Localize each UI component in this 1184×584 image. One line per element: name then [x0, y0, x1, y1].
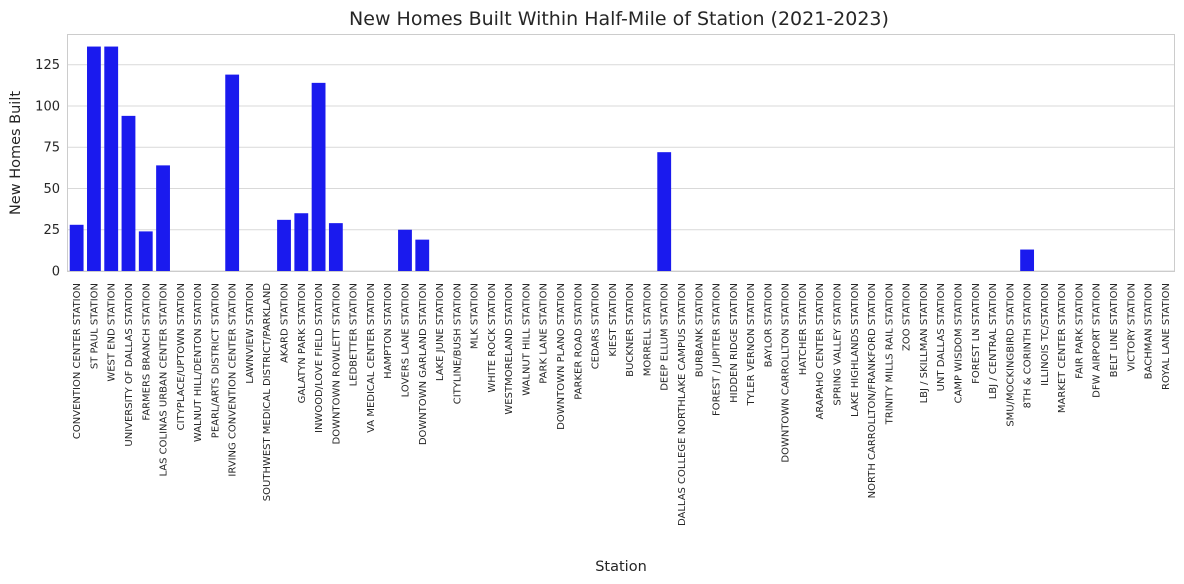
x-tick-label: WHITE ROCK STATION — [487, 283, 498, 393]
x-tick-label: VA MEDICAL CENTER STATION — [366, 283, 377, 433]
bar — [87, 46, 101, 272]
plot-frame — [67, 34, 1175, 272]
x-tick-label: UNT DALLAS STATION — [936, 283, 947, 391]
bar — [328, 223, 343, 271]
x-tick-label: LAWNVIEW STATION — [245, 283, 256, 384]
x-tick-label: PARKER ROAD STATION — [573, 283, 584, 400]
x-axis-label: Station — [595, 559, 647, 575]
x-tick-label: HIDDEN RIDGE STATION — [729, 283, 740, 403]
x-tick-label: ILLINOIS TC/STATION — [1040, 283, 1051, 386]
x-tick-label: MORRELL STATION — [642, 283, 653, 376]
bars — [69, 46, 1035, 272]
x-tick-label: LBJ / CENTRAL STATION — [988, 283, 999, 399]
x-tick-label: BAYLOR STATION — [763, 283, 774, 367]
bar — [121, 115, 136, 272]
x-tick-label: WALNUT HILL STATION — [521, 283, 532, 396]
x-tick-label: DFW AIRPORT STATION — [1092, 283, 1103, 398]
y-ticks: 0 25 50 75 100 125 — [35, 58, 60, 279]
x-tick-label: ARAPAHO CENTER STATION — [815, 283, 826, 420]
x-tick-label: TRINITY MILLS RAIL STATION — [884, 283, 895, 425]
x-tick-label: BUCKNER STATION — [625, 283, 636, 377]
x-tick-label: DEEP ELLUM STATION — [660, 283, 671, 391]
x-tick-label: SPRING VALLEY STATION — [833, 283, 844, 406]
x-tick-label: PEARL/ARTS DISTRICT STATION — [210, 283, 221, 438]
x-tick-label: LEDBETTER STATION — [349, 283, 360, 386]
x-tick-label: FOREST LN STATION — [971, 283, 982, 384]
x-tick-label: DOWNTOWN PLANO STATION — [556, 283, 567, 430]
bar — [294, 213, 309, 271]
x-tick-label: WEST END STATION — [107, 283, 118, 382]
x-tick-label: GALATYN PARK STATION — [297, 283, 308, 403]
x-tick-label: DOWNTOWN CARROLLTON STATION — [781, 283, 792, 463]
bar — [657, 152, 672, 271]
x-tick-label: HAMPTON STATION — [383, 283, 394, 379]
bar — [69, 224, 84, 271]
bar — [398, 229, 412, 271]
x-tick-label: DOWNTOWN ROWLETT STATION — [331, 283, 342, 444]
x-tick-label: BELT LINE STATION — [1109, 283, 1120, 377]
x-tick-label: DALLAS COLLEGE NORTHLAKE CAMPUS STATION — [677, 283, 688, 526]
y-tick-label: 50 — [43, 182, 60, 197]
x-tick-label: LAS COLINAS URBAN CENTER STATION — [159, 283, 170, 477]
x-tick-label: NORTH CARROLLTON/FRANKFORD STATION — [867, 283, 878, 498]
x-tick-label: IRVING CONVENTION CENTER STATION — [228, 283, 239, 477]
x-tick-label: MLK STATION — [470, 283, 481, 349]
x-tick-label: SMU/MOCKINGBIRD STATION — [1005, 283, 1016, 427]
x-tick-label: DOWNTOWN GARLAND STATION — [418, 283, 429, 445]
bar — [138, 231, 153, 271]
y-tick-label: 25 — [43, 223, 60, 238]
x-tick-label: 8TH & CORINTH STATION — [1023, 283, 1034, 408]
y-tick-label: 125 — [35, 58, 60, 73]
y-axis-label: New Homes Built — [8, 91, 24, 215]
bar — [415, 239, 430, 271]
x-tick-label: CAMP WISDOM STATION — [953, 283, 964, 403]
x-tick-label: WESTMORELAND STATION — [504, 283, 515, 415]
bar — [277, 219, 291, 271]
x-tick-label: CEDARS STATION — [591, 283, 602, 369]
x-tick-label: PARK LANE STATION — [539, 283, 550, 384]
x-tick-label: TYLER VERNON STATION — [746, 283, 757, 407]
x-tick-label: FAIR PARK STATION — [1074, 283, 1085, 379]
x-ticks: CONVENTION CENTER STATION ST PAUL STATION… — [72, 283, 1172, 526]
bar — [1020, 249, 1035, 271]
y-tick-label: 100 — [35, 99, 60, 114]
bar — [225, 74, 240, 271]
chart-title: New Homes Built Within Half-Mile of Stat… — [349, 8, 889, 30]
bar — [311, 82, 326, 271]
x-tick-label: KIEST STATION — [608, 283, 619, 357]
x-tick-label: LAKE JUNE STATION — [435, 283, 446, 381]
x-tick-label: VICTORY STATION — [1126, 283, 1137, 372]
bar — [156, 165, 170, 271]
x-tick-label: LBJ / SKILLMAN STATION — [919, 283, 930, 403]
x-tick-label: BURBANK STATION — [694, 283, 705, 377]
x-tick-label: LOVERS LANE STATION — [400, 283, 411, 397]
x-tick-label: CITYPLACE/UPTOWN STATION — [176, 283, 187, 430]
x-tick-label: FOREST / JUPITER STATION — [712, 283, 723, 416]
x-tick-label: FARMERS BRANCH STATION — [141, 283, 152, 421]
y-tick-label: 0 — [52, 265, 60, 280]
x-tick-label: ST PAUL STATION — [89, 283, 100, 369]
x-tick-label: ROYAL LANE STATION — [1161, 283, 1172, 390]
x-tick-label: CONVENTION CENTER STATION — [72, 283, 83, 439]
x-tick-label: AKARD STATION — [280, 283, 291, 363]
x-tick-label: MARKET CENTER STATION — [1057, 283, 1068, 413]
bar — [104, 46, 119, 272]
x-tick-label: ZOO STATION — [902, 283, 913, 351]
x-tick-label: SOUTHWEST MEDICAL DISTRICT/PARKLAND — [262, 283, 273, 501]
x-tick-label: HATCHER STATION — [798, 283, 809, 375]
x-tick-label: WALNUT HILL/DENTON STATION — [193, 283, 204, 442]
x-tick-label: UNIVERSITY OF DALLAS STATION — [124, 283, 135, 447]
x-tick-label: CITYLINE/BUSH STATION — [452, 283, 463, 404]
x-tick-label: LAKE HIGHLANDS STATION — [850, 283, 861, 417]
x-tick-label: INWOOD/LOVE FIELD STATION — [314, 283, 325, 433]
y-tick-label: 75 — [43, 141, 60, 156]
x-tick-label: BACHMAN STATION — [1144, 283, 1155, 379]
